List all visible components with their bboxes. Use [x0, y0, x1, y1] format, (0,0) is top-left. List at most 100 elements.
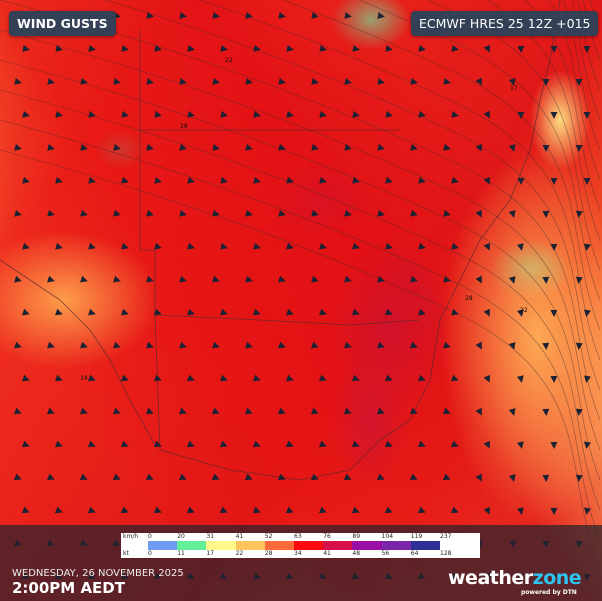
wind-direction-arrow	[516, 243, 524, 251]
streamline	[548, 0, 601, 181]
wind-direction-arrow	[121, 176, 129, 184]
streamline	[562, 0, 601, 151]
wind-direction-arrow	[376, 473, 385, 481]
wind-direction-arrow	[343, 473, 352, 481]
wind-direction-arrow	[14, 77, 22, 85]
wind-direction-arrow	[352, 44, 360, 52]
wind-direction-arrow	[88, 242, 96, 250]
wind-direction-arrow	[475, 209, 482, 218]
wind-direction-arrow	[575, 210, 583, 218]
wind-direction-arrow	[145, 473, 154, 481]
wind-direction-arrow	[153, 506, 162, 514]
wind-direction-arrow	[252, 506, 261, 514]
legend-kmh-value: 119	[410, 533, 423, 540]
wind-direction-arrow	[88, 176, 96, 184]
isoline-label: 22	[520, 307, 528, 314]
wind-direction-arrow	[542, 474, 550, 482]
legend-kt-value: 128	[440, 550, 452, 557]
wind-direction-arrow	[245, 275, 253, 283]
streamline	[198, 0, 601, 361]
wind-direction-arrow	[47, 77, 55, 85]
wind-direction-arrow	[442, 473, 451, 481]
wind-direction-arrow	[475, 275, 482, 284]
wind-direction-arrow	[88, 308, 96, 316]
wind-direction-arrow	[310, 473, 319, 481]
state-border	[154, 314, 421, 326]
wind-direction-arrow	[583, 46, 591, 53]
legend-kt-value: 56	[381, 550, 390, 557]
wind-direction-arrow	[344, 275, 352, 283]
wind-direction-arrow	[80, 143, 88, 151]
wind-direction-arrow	[212, 341, 220, 349]
legend-kt-value: 0	[148, 550, 152, 557]
wind-direction-arrow	[46, 407, 55, 415]
wind-direction-arrow	[87, 440, 96, 448]
wind-direction-arrow	[55, 44, 63, 52]
legend-swatch	[177, 541, 207, 550]
wind-direction-arrow	[244, 473, 253, 481]
wind-direction-arrow	[179, 77, 187, 85]
isoline-label: 34	[80, 375, 88, 382]
wind-direction-arrow	[352, 110, 360, 118]
wind-direction-arrow	[344, 143, 352, 151]
wind-direction-arrow	[343, 407, 352, 415]
wind-direction-arrow	[550, 507, 558, 515]
wind-direction-arrow	[55, 176, 63, 184]
wind-direction-arrow	[443, 341, 451, 349]
wind-direction-arrow	[319, 176, 327, 184]
wind-direction-arrow	[154, 176, 162, 184]
wind-direction-arrow	[450, 440, 459, 448]
streamline	[358, 0, 601, 301]
wind-direction-arrow	[13, 473, 22, 481]
wind-direction-arrow	[286, 110, 294, 118]
wind-direction-arrow	[245, 341, 253, 349]
wind-direction-arrow	[146, 143, 154, 151]
wind-direction-arrow	[178, 407, 187, 415]
wind-direction-arrow	[409, 407, 418, 415]
wind-direction-arrow	[47, 209, 55, 217]
wind-direction-arrow	[220, 242, 228, 250]
wind-direction-arrow	[220, 176, 228, 184]
wind-direction-arrow	[113, 77, 121, 85]
wind-direction-arrow	[54, 506, 63, 514]
legend-kt-value: 28	[264, 550, 273, 557]
wind-direction-arrow	[186, 506, 195, 514]
wind-direction-arrow	[451, 44, 459, 52]
wind-direction-arrow	[583, 112, 591, 119]
legend-kmh-value: 20	[177, 533, 185, 540]
wind-direction-arrow	[219, 506, 228, 514]
wind-direction-arrow	[418, 374, 426, 382]
legend-swatch	[235, 541, 265, 550]
wind-direction-arrow	[319, 308, 327, 316]
streamline	[524, 0, 601, 211]
coastline	[159, 0, 561, 481]
wind-direction-arrow	[187, 44, 195, 52]
wind-direction-arrow	[443, 143, 451, 151]
legend-swatch	[148, 541, 178, 550]
wind-direction-arrow	[245, 12, 253, 19]
wind-direction-arrow	[319, 242, 327, 250]
powered-by-label: powered by DTN	[521, 589, 577, 596]
wind-direction-arrow	[376, 407, 385, 415]
wind-direction-arrow	[483, 110, 490, 119]
wind-direction-arrow	[253, 308, 261, 316]
wind-direction-arrow	[319, 374, 327, 382]
wind-direction-arrow	[384, 440, 393, 448]
isoline-label: 22	[225, 57, 233, 64]
wind-direction-arrow	[542, 210, 550, 218]
wind-direction-arrow	[286, 374, 294, 382]
wind-direction-arrow	[220, 110, 228, 118]
streamline	[0, 89, 601, 511]
wind-direction-arrow	[542, 342, 550, 350]
wind-direction-arrow	[47, 341, 55, 349]
wind-direction-arrow	[252, 440, 261, 448]
wind-direction-arrow	[22, 242, 30, 250]
wind-direction-arrow	[418, 308, 426, 316]
wind-direction-arrow	[483, 374, 490, 383]
wind-direction-arrow	[79, 407, 88, 415]
wind-direction-arrow	[584, 507, 591, 515]
wind-direction-arrow	[146, 275, 154, 283]
wind-direction-arrow	[121, 110, 129, 118]
